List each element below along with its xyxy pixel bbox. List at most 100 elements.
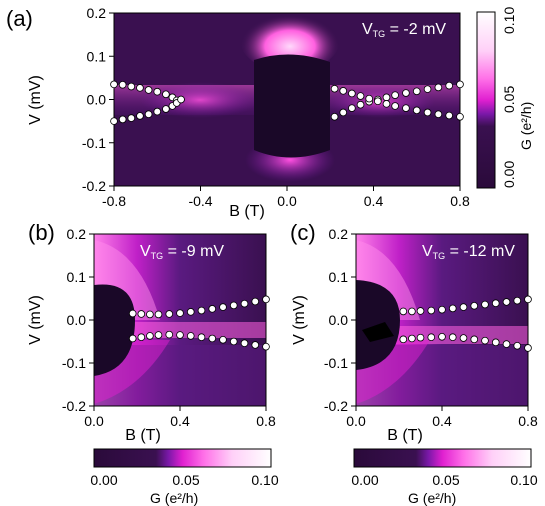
tick-layer: 0.0 0.4 0.8 -0.2 -0.1 0.0 0.1 0.2 xyxy=(324,226,538,429)
colorbar-tick-label: 0.00 xyxy=(501,161,517,188)
data-point xyxy=(219,335,227,344)
y-tick-label: 0.2 xyxy=(87,5,107,21)
data-point xyxy=(412,106,421,115)
y-tick-label: 0.0 xyxy=(329,312,349,328)
data-point xyxy=(154,331,163,339)
x-axis-label: B (T) xyxy=(387,427,423,444)
x-tick-label: 0.8 xyxy=(450,193,470,209)
data-point xyxy=(165,330,174,339)
y-tick-label: 0.1 xyxy=(329,269,349,285)
data-point xyxy=(177,95,185,104)
x-tick-label: 0.0 xyxy=(346,413,366,429)
data-point xyxy=(251,341,260,349)
data-point xyxy=(154,310,163,319)
data-point xyxy=(416,307,425,315)
x-axis-label: B (T) xyxy=(229,203,265,220)
data-point xyxy=(144,110,153,119)
y-axis-label: V (mV) xyxy=(27,295,44,345)
data-point xyxy=(118,115,127,124)
marker-layer xyxy=(110,80,464,125)
tick-layer: -0.8 -0.4 0.0 0.4 0.8 -0.2 -0.1 0.0 0.1 0.2 xyxy=(82,5,470,209)
data-point xyxy=(356,100,365,109)
x-tick-label: 0.8 xyxy=(256,413,276,429)
data-point xyxy=(240,299,249,308)
x-tick-label: 0.0 xyxy=(84,413,104,429)
data-point xyxy=(491,299,500,308)
data-point xyxy=(330,113,339,121)
marker-layer xyxy=(399,295,532,352)
colorbar-tick-label: 0.05 xyxy=(172,472,199,488)
data-point xyxy=(348,104,356,112)
data-point xyxy=(229,337,238,346)
heatmap-glow-top xyxy=(240,8,340,72)
data-point xyxy=(146,332,154,340)
data-point xyxy=(176,309,184,317)
data-point xyxy=(176,331,184,339)
data-point xyxy=(162,90,170,99)
data-point xyxy=(128,309,137,318)
data-point xyxy=(208,334,217,343)
colorbar-tick-label: 0.05 xyxy=(501,86,517,113)
data-point xyxy=(459,303,468,311)
data-point xyxy=(402,104,410,112)
data-point xyxy=(448,333,457,342)
data-point xyxy=(423,85,432,93)
y-tick-label: 0.1 xyxy=(87,48,107,64)
data-point xyxy=(402,89,410,97)
x-tick-label: 0.4 xyxy=(432,413,452,429)
annotation: VTG = -9 mV xyxy=(140,243,224,261)
data-point xyxy=(491,338,500,347)
y-tick-label: -0.1 xyxy=(62,355,86,371)
data-point xyxy=(229,301,238,310)
data-point xyxy=(438,305,446,314)
data-point xyxy=(365,94,373,103)
data-point xyxy=(445,81,453,90)
data-point xyxy=(513,296,522,305)
data-point xyxy=(502,298,511,306)
data-point xyxy=(391,91,399,99)
data-point xyxy=(434,110,443,119)
colorbar-horizontal-left: 0.00 0.05 0.10 G (e²/h) xyxy=(90,448,279,506)
data-point xyxy=(110,117,118,125)
data-point xyxy=(165,310,174,318)
panel-b: VTG = -9 mV (b) V (mV) B (T) 0.0 0.4 0.8 -0… xyxy=(27,220,276,444)
colorbar-tick-label: 0.10 xyxy=(501,7,517,34)
colorbar-label: G (e²/h) xyxy=(518,102,534,150)
data-point xyxy=(240,339,249,348)
data-point xyxy=(208,305,217,313)
colorbar-gradient xyxy=(353,448,532,468)
data-point xyxy=(391,102,399,110)
data-point xyxy=(438,332,446,341)
data-point xyxy=(399,307,408,316)
data-point xyxy=(524,344,532,352)
data-point xyxy=(481,336,489,345)
data-point xyxy=(197,333,206,342)
data-point xyxy=(137,310,146,318)
data-point xyxy=(427,333,436,342)
data-point xyxy=(382,100,391,108)
panel-c: VTG = -12 mV (c) V (mV) B (T) 0.0 0.4 0.8 -… xyxy=(290,220,538,444)
y-tick-label: -0.2 xyxy=(324,398,348,414)
data-point xyxy=(339,108,348,117)
panel-a: VTG = -2 mV (a) V (mV) B (T) -0.8 -0.4 0.0… xyxy=(6,5,470,220)
data-point xyxy=(118,80,127,89)
colorbar-tick-label: 0.05 xyxy=(432,472,459,488)
data-point xyxy=(356,92,365,100)
x-tick-label: -0.4 xyxy=(188,193,212,209)
data-point xyxy=(153,87,162,96)
x-tick-label: 0.4 xyxy=(364,193,384,209)
colorbar-horizontal-right: 0.00 0.05 0.10 G (e²/h) xyxy=(351,448,538,506)
y-tick-label: 0.2 xyxy=(329,226,349,242)
colorbar-tick-label: 0.10 xyxy=(251,472,278,488)
data-point xyxy=(408,334,416,343)
data-point xyxy=(186,308,195,316)
data-point xyxy=(524,295,532,304)
data-point xyxy=(153,107,162,116)
colorbar-tick-label: 0.00 xyxy=(90,472,117,488)
data-point xyxy=(219,303,227,311)
data-point xyxy=(412,87,421,96)
data-point xyxy=(416,333,425,342)
y-tick-label: 0.2 xyxy=(67,226,87,242)
gap-region xyxy=(254,54,330,158)
y-tick-label: -0.1 xyxy=(82,135,106,151)
